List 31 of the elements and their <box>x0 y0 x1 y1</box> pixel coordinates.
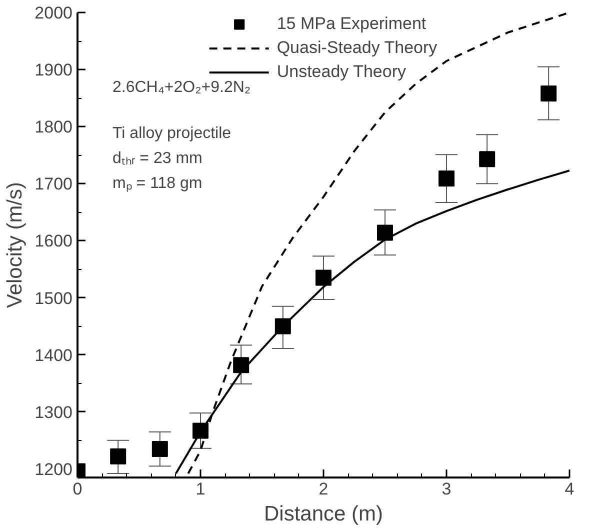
legend-label: Quasi-Steady Theory <box>276 37 438 59</box>
x-tick-label: 1 <box>196 480 206 498</box>
point <box>377 224 393 241</box>
legend-label: 15 MPa Experiment <box>276 13 426 35</box>
x-tick-label: 0 <box>72 480 82 498</box>
y-tick-label: 1500 <box>34 288 73 308</box>
legend-label: Unsteady Theory <box>276 61 406 83</box>
x-tick-label: 2 <box>318 480 328 498</box>
point <box>540 86 557 102</box>
point <box>479 151 496 168</box>
point <box>316 270 332 286</box>
y-tick-label: 1900 <box>34 60 73 80</box>
annotation: Ti alloy projectile <box>112 125 232 142</box>
point <box>438 170 454 187</box>
annotation: mₚ = 118 gm <box>112 175 202 192</box>
y-tick-label: 2000 <box>34 4 73 22</box>
y-tick-label: 1600 <box>34 232 73 251</box>
y-tick-label: 1800 <box>34 118 73 137</box>
point <box>110 448 126 464</box>
annotation: 2.6CH₄+2O₂+9.2N₂ <box>112 79 251 96</box>
point <box>152 440 168 457</box>
annotation: dₜₕᵣ = 23 mm <box>112 150 202 167</box>
y-axis-title: Velocity (m/s) <box>4 182 27 308</box>
y-tick-label: 1300 <box>34 402 73 422</box>
x-axis-title: Distance (m) <box>264 502 384 526</box>
point <box>233 357 250 374</box>
y-tick-label: 1700 <box>34 174 73 194</box>
y-tick-label: 1400 <box>34 346 73 365</box>
x-tick-label: 3 <box>442 480 452 498</box>
y-tick-label: 1200 <box>34 460 73 479</box>
x-tick-label: 4 <box>564 480 574 498</box>
